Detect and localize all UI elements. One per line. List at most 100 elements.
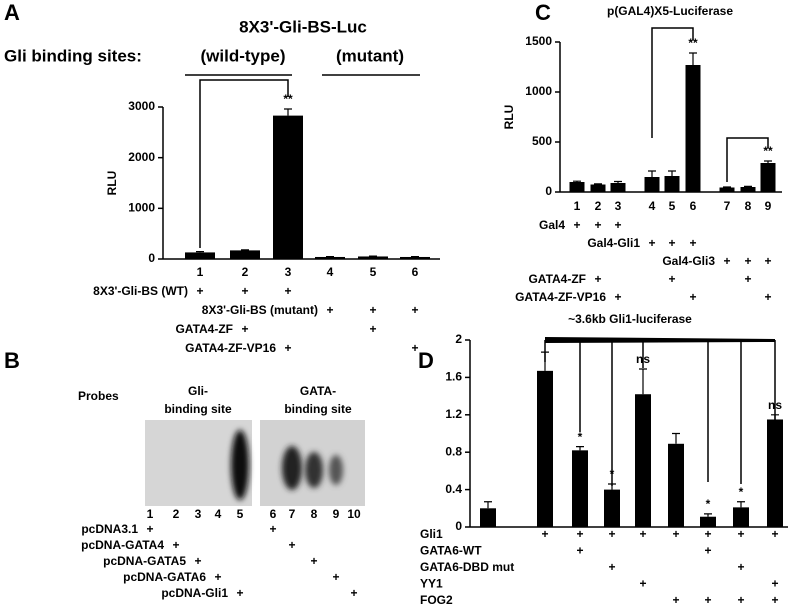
y-tick-label: 2000 — [128, 150, 155, 164]
x-tick-label: 5 — [669, 199, 676, 213]
condition-label: Gal4-Gli3 — [662, 254, 715, 268]
bar — [358, 256, 388, 259]
significance-label: ns — [636, 352, 650, 366]
condition-mark: + — [704, 593, 711, 606]
x-tick-label: 5 — [370, 265, 377, 279]
condition-mark: + — [369, 322, 376, 336]
condition-label: Gli1 — [420, 527, 443, 541]
condition-mark: + — [689, 236, 696, 250]
y-tick-label: 0.8 — [445, 444, 462, 458]
condition-mark: + — [723, 254, 730, 268]
bar — [740, 187, 756, 192]
x-tick-label: 2 — [242, 265, 249, 279]
bar — [685, 65, 701, 192]
error-bar — [573, 180, 581, 182]
x-tick-label: 3 — [285, 265, 292, 279]
error-bar — [639, 368, 647, 395]
y-tick-label: 0 — [148, 251, 155, 265]
x-tick-label: 6 — [412, 265, 419, 279]
x-tick-label: 7 — [724, 199, 731, 213]
bar — [604, 489, 620, 527]
row-label: pcDNA-GATA4 — [81, 538, 164, 552]
error-bar — [744, 185, 752, 187]
probe-label: binding site — [284, 402, 352, 416]
bar — [590, 184, 606, 192]
row-header: Gli binding sites: — [4, 46, 142, 65]
bar — [480, 508, 496, 527]
error-bar — [576, 445, 584, 451]
condition-label: GATA6-DBD mut — [420, 560, 514, 574]
significance-label: * — [610, 467, 615, 481]
condition-mark: + — [241, 284, 248, 298]
condition-label: Gal4-Gli1 — [587, 236, 640, 250]
bar — [572, 450, 588, 527]
row-mark: + — [350, 586, 357, 600]
x-tick-label: 4 — [327, 265, 334, 279]
y-tick-label: 1.6 — [445, 370, 462, 384]
lane-label: 3 — [195, 507, 202, 521]
lane-label: 7 — [289, 507, 296, 521]
condition-mark: + — [668, 272, 675, 286]
significance-label: * — [739, 485, 744, 499]
lane-label: 1 — [147, 507, 154, 521]
probe-label: Gli- — [188, 384, 208, 398]
bracket — [199, 79, 289, 248]
error-bar — [608, 483, 616, 490]
x-tick-label: 4 — [649, 199, 656, 213]
row-mark: + — [146, 522, 153, 536]
panel-label: D — [418, 348, 434, 373]
condition-mark: + — [689, 290, 696, 304]
condition-mark: + — [614, 290, 621, 304]
error-bar — [541, 351, 549, 371]
condition-mark: + — [594, 218, 601, 232]
panel-label: B — [4, 348, 20, 373]
bracket — [651, 27, 694, 138]
gel-band — [329, 455, 343, 485]
condition-mark: + — [284, 284, 291, 298]
chart-title: p(GAL4)X5-Luciferase — [607, 4, 733, 18]
lane-label: 8 — [311, 507, 318, 521]
condition-mark: + — [241, 322, 248, 336]
probe-label: GATA- — [300, 384, 336, 398]
lane-label: 5 — [237, 507, 244, 521]
error-bar — [196, 251, 204, 253]
condition-mark: + — [576, 544, 583, 558]
error-bar — [484, 501, 492, 509]
significance-label: * — [706, 497, 711, 511]
bar — [569, 182, 585, 192]
bar — [760, 163, 776, 192]
condition-label: YY1 — [420, 577, 443, 591]
condition-mark: + — [594, 272, 601, 286]
bar — [400, 256, 430, 259]
panel-label: A — [4, 0, 20, 25]
row-mark: + — [172, 538, 179, 552]
condition-mark: + — [672, 527, 679, 541]
condition-mark: + — [737, 560, 744, 574]
y-tick-label: 0.4 — [445, 482, 462, 496]
y-tick-label: 1000 — [525, 84, 552, 98]
error-bar — [771, 414, 779, 420]
y-tick-label: 1000 — [128, 201, 155, 215]
condition-mark: + — [541, 527, 548, 541]
y-tick-label: 3000 — [128, 99, 155, 113]
condition-mark: + — [737, 593, 744, 606]
x-tick-label: 2 — [595, 199, 602, 213]
group-label: (wild-type) — [201, 46, 286, 65]
y-tick-label: 1500 — [525, 34, 552, 48]
bar — [610, 183, 626, 192]
condition-mark: + — [764, 254, 771, 268]
row-label: pcDNA-Gli1 — [161, 586, 228, 600]
row-label: pcDNA3.1 — [81, 522, 138, 536]
y-tick-label: 1.2 — [445, 407, 462, 421]
bar — [273, 115, 303, 259]
row-mark: + — [236, 586, 243, 600]
bar — [668, 443, 684, 527]
panel-label: C — [535, 0, 551, 25]
condition-mark: + — [737, 527, 744, 541]
bar — [185, 252, 215, 259]
bar — [733, 507, 749, 527]
condition-mark: + — [771, 577, 778, 591]
condition-label: 8X3'-Gli-BS (WT) — [93, 284, 188, 298]
bar — [644, 177, 660, 192]
condition-mark: + — [608, 527, 615, 541]
